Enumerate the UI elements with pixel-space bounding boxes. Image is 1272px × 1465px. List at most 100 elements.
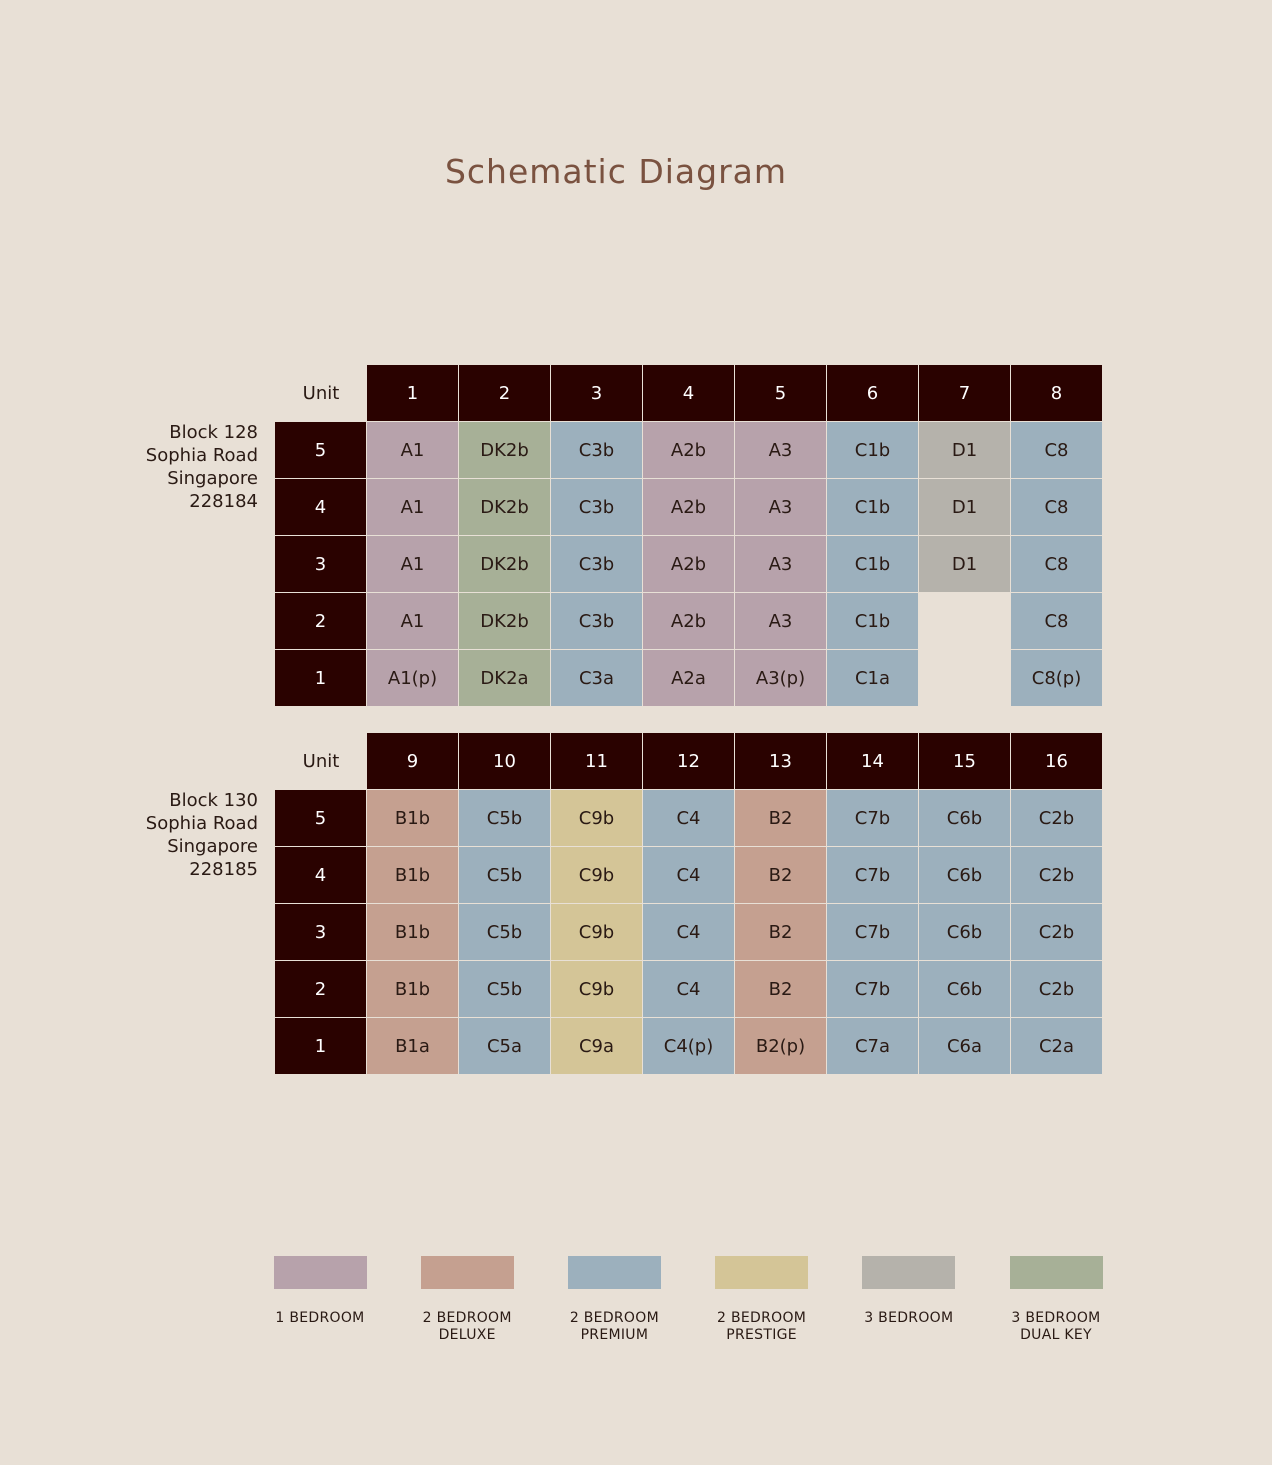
unit-type-cell: C3b <box>551 479 643 536</box>
unit-type-cell: A1 <box>367 422 459 479</box>
unit-type-cell: C5b <box>459 961 551 1018</box>
unit-type-cell: C4 <box>643 961 735 1018</box>
unit-type-cell: C5b <box>459 904 551 961</box>
unit-type-cell: C7b <box>827 790 919 847</box>
unit-type-cell: C1a <box>827 650 919 707</box>
unit-type-cell: D1 <box>919 422 1011 479</box>
unit-number-header: 14 <box>827 733 919 790</box>
unit-label: Unit <box>302 383 340 404</box>
unit-type-cell: A1 <box>367 536 459 593</box>
empty-cell <box>919 593 1011 650</box>
unit-type-cell: A2b <box>643 536 735 593</box>
legend-swatch <box>420 1256 514 1289</box>
unit-type-cell: C8 <box>1011 593 1103 650</box>
unit-type-cell: C4 <box>643 904 735 961</box>
unit-type-cell: C7b <box>827 904 919 961</box>
unit-type-cell: A3 <box>735 593 827 650</box>
legend-swatch <box>1009 1256 1103 1289</box>
level-number: 1 <box>275 1018 367 1075</box>
level-row: 3 B1b C5b C9b C4 B2 C7b C6b C2b <box>275 904 1103 961</box>
legend-swatch <box>715 1256 809 1289</box>
unit-type-cell: C2a <box>1011 1018 1103 1075</box>
level-number: 1 <box>275 650 367 707</box>
unit-type-cell: B1b <box>367 847 459 904</box>
unit-type-cell: A3 <box>735 422 827 479</box>
unit-type-cell: B2 <box>735 904 827 961</box>
unit-type-cell: C6b <box>919 961 1011 1018</box>
block-address-line: Sophia Road <box>145 445 258 466</box>
unit-type-cell: C7b <box>827 961 919 1018</box>
block-address-line: Block 128 <box>169 422 258 443</box>
level-row: 1 B1a C5a C9a C4(p) B2(p) C7a C6a C2a <box>275 1018 1103 1075</box>
unit-type-cell: B2(p) <box>735 1018 827 1075</box>
unit-type-cell: C1b <box>827 536 919 593</box>
level-number: 3 <box>275 904 367 961</box>
unit-type-cell: C4(p) <box>643 1018 735 1075</box>
unit-type-cell: D1 <box>919 479 1011 536</box>
unit-type-cell: B1b <box>367 904 459 961</box>
unit-number-header: 12 <box>643 733 735 790</box>
block-address-line: 228185 <box>189 859 258 880</box>
legend-label: 3 BEDROOM <box>849 1310 969 1327</box>
legend-label-line: 2 BEDROOM <box>422 1310 512 1326</box>
page-title: Schematic Diagram <box>444 152 788 191</box>
unit-number-header: 5 <box>735 365 827 422</box>
unit-number-header: 3 <box>551 365 643 422</box>
unit-type-cell: C3a <box>551 650 643 707</box>
empty-cell <box>919 650 1011 707</box>
legend-label: 2 BEDROOM PRESTIGE <box>702 1310 822 1344</box>
unit-type-cell: A1 <box>367 593 459 650</box>
legend-label: 1 BEDROOM <box>260 1310 380 1327</box>
legend-item: 3 BEDROOM <box>849 1256 969 1327</box>
unit-type-cell: C1b <box>827 479 919 536</box>
unit-type-cell: C9b <box>551 790 643 847</box>
level-number: 5 <box>275 790 367 847</box>
unit-type-cell: C8(p) <box>1011 650 1103 707</box>
legend-item: 2 BEDROOM PRESTIGE <box>702 1256 822 1344</box>
unit-type-cell: B2 <box>735 790 827 847</box>
unit-type-cell: C5b <box>459 790 551 847</box>
unit-type-cell: C3b <box>551 536 643 593</box>
unit-number-header: 16 <box>1011 733 1103 790</box>
legend-label-line: 2 BEDROOM <box>569 1310 659 1326</box>
legend: 1 BEDROOM 2 BEDROOM DELUXE 2 BEDROOM PREMIUM… <box>273 1256 1103 1346</box>
unit-type-cell: C9b <box>551 961 643 1018</box>
level-row: 2 B1b C5b C9b C4 B2 C7b C6b C2b <box>275 961 1103 1018</box>
unit-type-cell: C9b <box>551 904 643 961</box>
unit-number-header: 2 <box>459 365 551 422</box>
legend-item: 2 BEDROOM PREMIUM <box>554 1256 674 1344</box>
legend-label-line: 3 BEDROOM <box>1011 1310 1101 1326</box>
unit-type-cell: B2 <box>735 847 827 904</box>
legend-label: 2 BEDROOM DELUXE <box>407 1310 527 1344</box>
legend-label-line: DELUXE <box>438 1327 496 1343</box>
unit-type-cell: A3 <box>735 536 827 593</box>
unit-type-cell: C7b <box>827 847 919 904</box>
legend-label: 2 BEDROOM PREMIUM <box>554 1310 674 1344</box>
unit-type-cell: C7a <box>827 1018 919 1075</box>
level-row: 1 A1(p) DK2a C3a A2a A3(p) C1a C8(p) <box>275 650 1103 707</box>
unit-type-cell: C2b <box>1011 961 1103 1018</box>
unit-type-cell: C6b <box>919 904 1011 961</box>
block-address-label: Block 128 Sophia Road Singapore 228184 <box>100 421 258 513</box>
unit-type-cell: B1b <box>367 790 459 847</box>
level-number: 2 <box>275 593 367 650</box>
unit-type-cell: C8 <box>1011 536 1103 593</box>
unit-type-cell: A2b <box>643 422 735 479</box>
unit-type-cell: B1a <box>367 1018 459 1075</box>
unit-number-header: 11 <box>551 733 643 790</box>
legend-swatch <box>567 1256 661 1289</box>
unit-type-cell: A3(p) <box>735 650 827 707</box>
level-number: 4 <box>275 847 367 904</box>
unit-header-row: Unit 9 10 11 12 13 14 15 16 <box>275 733 1103 790</box>
level-number: 5 <box>275 422 367 479</box>
unit-number-header: 4 <box>643 365 735 422</box>
unit-type-cell: DK2b <box>459 536 551 593</box>
unit-type-cell: D1 <box>919 536 1011 593</box>
unit-type-cell: B1b <box>367 961 459 1018</box>
unit-type-cell: C3b <box>551 593 643 650</box>
unit-type-cell: C4 <box>643 847 735 904</box>
unit-number-header: 6 <box>827 365 919 422</box>
unit-number-header: 9 <box>367 733 459 790</box>
unit-type-cell: C4 <box>643 790 735 847</box>
unit-label: Unit <box>302 751 340 772</box>
